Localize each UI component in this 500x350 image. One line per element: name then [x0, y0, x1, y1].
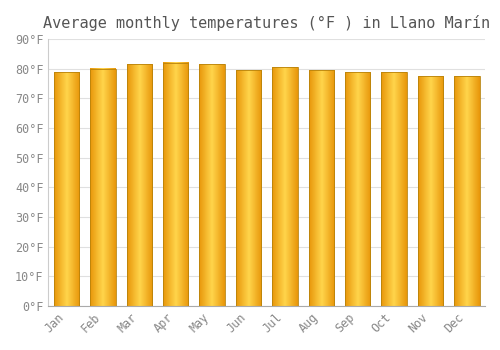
Bar [272, 67, 297, 306]
Bar [126, 64, 152, 306]
Bar [418, 76, 443, 306]
Bar [163, 63, 188, 306]
Bar [236, 70, 261, 306]
Bar [90, 69, 116, 306]
Bar [345, 72, 370, 306]
Bar [308, 70, 334, 306]
Bar [200, 64, 225, 306]
Bar [54, 72, 80, 306]
Bar [382, 72, 407, 306]
Title: Average monthly temperatures (°F ) in Llano Marín: Average monthly temperatures (°F ) in Ll… [43, 15, 490, 31]
Bar [454, 76, 479, 306]
